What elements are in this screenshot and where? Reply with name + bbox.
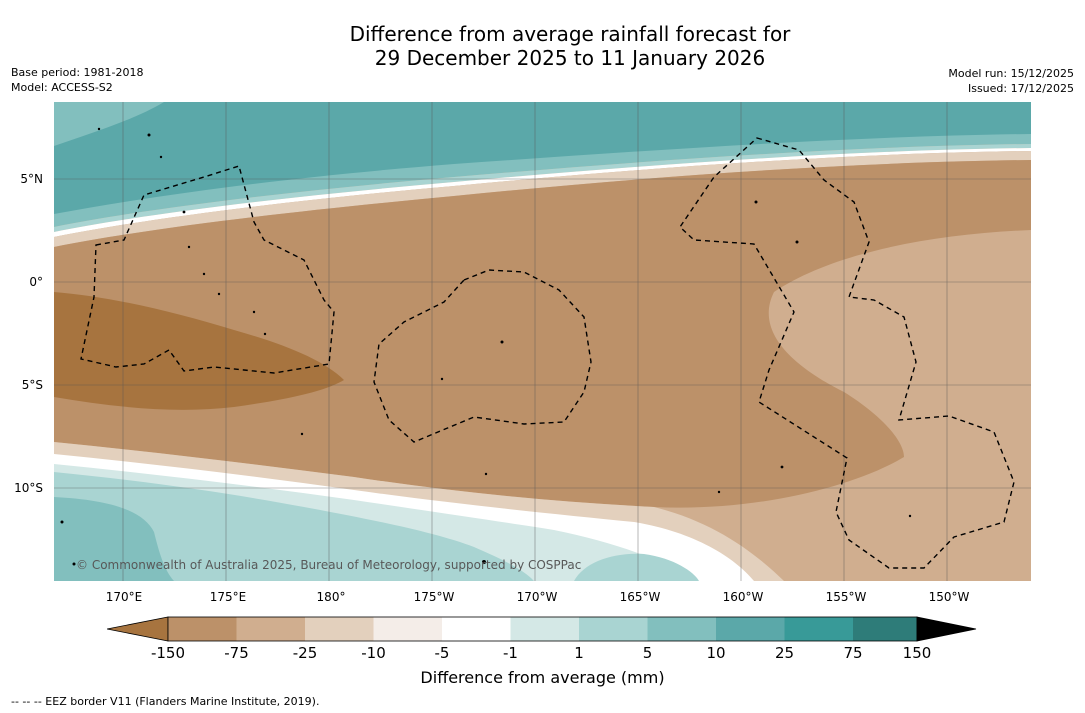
title-line-1: Difference from average rainfall forecas… xyxy=(349,22,791,46)
eez-borders xyxy=(80,137,1015,569)
chart-title: Difference from average rainfall forecas… xyxy=(0,22,1085,70)
x-tick: 170°W xyxy=(516,590,558,604)
x-tick: 160°W xyxy=(722,590,764,604)
colorbar-cell xyxy=(106,616,169,642)
colorbar-cell xyxy=(236,617,305,641)
x-tick: 175°E xyxy=(209,590,247,604)
colorbar-cell xyxy=(305,617,374,641)
colorbar-cell xyxy=(916,616,977,642)
islands xyxy=(60,127,912,566)
x-tick: 165°W xyxy=(619,590,661,604)
dry-core-150 xyxy=(54,292,344,410)
south-band-25 xyxy=(54,497,174,581)
map-svg xyxy=(54,102,1031,581)
title-line-2: 29 December 2025 to 11 January 2026 xyxy=(374,46,766,70)
colorbar-title: Difference from average (mm) xyxy=(420,668,665,687)
base-period: Base period: 1981-2018 xyxy=(11,66,144,79)
colorbar-cell xyxy=(168,617,237,641)
colorbar-label: 5 xyxy=(642,644,653,662)
dry-body-75 xyxy=(54,160,1031,508)
north-band-neg5 xyxy=(54,151,1031,247)
colorbar-cell xyxy=(784,617,853,641)
eez-kiribati-gilberts xyxy=(80,165,335,374)
y-tick: 10°S xyxy=(14,481,43,495)
colorbar-cell xyxy=(579,617,648,641)
meta-left: Base period: 1981-2018 Model: ACCESS-S2 xyxy=(11,65,143,95)
graticule xyxy=(54,102,1031,581)
colorbar-label: -1 xyxy=(503,644,518,662)
colorbar-label: 75 xyxy=(843,644,863,662)
colorbar-label: 10 xyxy=(706,644,726,662)
y-tick: 0° xyxy=(29,275,43,289)
colorbar-label: -150 xyxy=(150,644,186,662)
colorbar-label: -5 xyxy=(434,644,450,662)
issued-date: Issued: 17/12/2025 xyxy=(967,82,1074,95)
meta-right: Model run: 15/12/2025 Issued: 17/12/2025 xyxy=(948,66,1074,96)
colorbar-cell xyxy=(853,617,917,641)
north-band-25 xyxy=(54,102,1031,214)
colorbar-cell xyxy=(373,617,442,641)
colorbar-label: -75 xyxy=(224,644,249,662)
copyright-notice: © Commonwealth of Australia 2025, Bureau… xyxy=(76,558,582,572)
colorbar-label: 1 xyxy=(574,644,584,662)
south-band-10 xyxy=(54,472,534,581)
eez-phoenix xyxy=(373,269,592,443)
eez-line-islands xyxy=(679,137,1015,569)
x-tick: 175°W xyxy=(413,590,455,604)
y-tick: 5°S xyxy=(21,378,43,392)
colorbar-cell xyxy=(442,617,511,641)
colorbar-svg xyxy=(106,616,977,642)
eez-footnote: -- -- -- EEZ border V11 (Flanders Marine… xyxy=(11,695,320,708)
x-tick: 180° xyxy=(316,590,346,604)
forecast-map xyxy=(54,102,1031,581)
x-tick: 150°W xyxy=(928,590,970,604)
colorbar-frame xyxy=(167,616,918,642)
x-tick: 155°W xyxy=(825,590,867,604)
colorbar-label: -10 xyxy=(361,644,386,662)
colorbar-cell xyxy=(647,617,716,641)
colorbar-label: 25 xyxy=(774,644,795,662)
model-run: Model run: 15/12/2025 xyxy=(948,67,1074,80)
colorbar-label: 150 xyxy=(902,644,932,662)
south-patch xyxy=(574,553,699,581)
model-name: Model: ACCESS-S2 xyxy=(11,81,113,94)
x-tick: 170°E xyxy=(105,590,143,604)
y-tick: 5°N xyxy=(20,172,43,186)
colorbar-label: -25 xyxy=(292,644,318,662)
colorbar-cell xyxy=(716,617,785,641)
colorbar-cell xyxy=(510,617,579,641)
colorbar xyxy=(106,615,977,643)
